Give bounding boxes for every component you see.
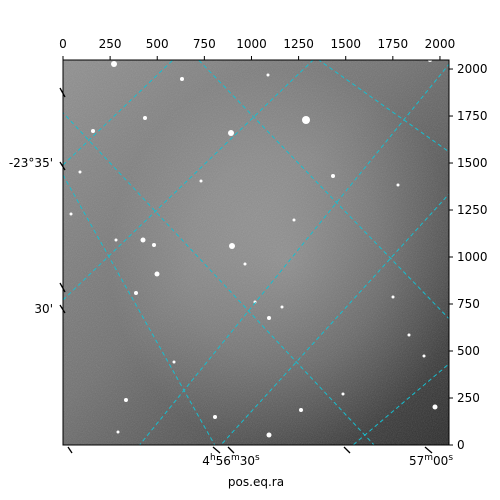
star	[392, 296, 395, 299]
y-tick-label: 750	[457, 297, 480, 311]
sky-image	[23, 15, 489, 500]
star	[111, 61, 117, 67]
star	[299, 408, 303, 412]
x-tick-label: 500	[146, 37, 169, 51]
star	[244, 263, 247, 266]
star	[302, 116, 310, 124]
image-noise	[63, 60, 449, 445]
y-tick-label: 1500	[457, 156, 488, 170]
x-tick-label: 0	[59, 37, 67, 51]
ra-tick-label: 57m00s	[409, 453, 453, 468]
star	[293, 219, 296, 222]
star	[143, 116, 147, 120]
star	[228, 130, 234, 136]
ra-tick-label: 4h56m30s	[202, 453, 260, 468]
star	[155, 272, 160, 277]
y-tick-label: 2000	[457, 62, 488, 76]
star	[408, 334, 411, 337]
star	[342, 393, 345, 396]
star	[331, 174, 335, 178]
dec-tick-label: -23°35'	[9, 156, 53, 170]
star	[267, 433, 272, 438]
star	[124, 398, 128, 402]
star	[134, 291, 138, 295]
star	[91, 129, 95, 133]
star	[229, 243, 235, 249]
x-axis-title: pos.eq.ra	[228, 475, 284, 489]
star	[115, 239, 118, 242]
x-tick-label: 1750	[378, 37, 409, 51]
y-tick-label: 500	[457, 344, 480, 358]
x-tick-label: 1000	[236, 37, 267, 51]
star	[397, 184, 400, 187]
y-tick-label: 1750	[457, 109, 488, 123]
world-tick-mark	[68, 447, 72, 453]
star	[433, 405, 438, 410]
star	[79, 171, 82, 174]
star	[117, 431, 120, 434]
star	[281, 306, 284, 309]
star	[180, 77, 184, 81]
star	[70, 213, 73, 216]
y-tick-label: 250	[457, 391, 480, 405]
y-tick-label: 1000	[457, 250, 488, 264]
star	[200, 180, 203, 183]
x-tick-label: 1500	[330, 37, 361, 51]
x-tick-label: 2000	[425, 37, 456, 51]
star	[213, 415, 217, 419]
star	[141, 238, 146, 243]
x-tick-label: 750	[193, 37, 216, 51]
x-tick-label: 1250	[283, 37, 314, 51]
star	[423, 355, 426, 358]
dec-tick-label: 30'	[34, 302, 53, 316]
y-tick-label: 0	[457, 438, 465, 452]
star	[173, 361, 176, 364]
star	[152, 243, 156, 247]
star	[267, 316, 271, 320]
y-tick-label: 1250	[457, 203, 488, 217]
world-tick-mark	[344, 447, 350, 453]
x-tick-label: 250	[99, 37, 122, 51]
star	[267, 74, 270, 77]
